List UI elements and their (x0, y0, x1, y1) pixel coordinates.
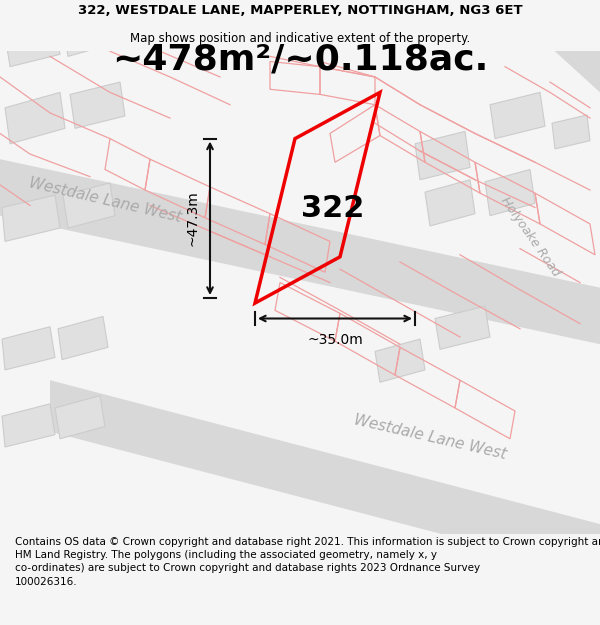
Text: Westdale Lane West: Westdale Lane West (27, 176, 183, 225)
Polygon shape (2, 404, 55, 447)
Polygon shape (58, 316, 108, 359)
Polygon shape (490, 92, 545, 139)
Polygon shape (70, 82, 125, 128)
Polygon shape (380, 0, 600, 92)
Polygon shape (63, 12, 112, 56)
Polygon shape (375, 339, 425, 382)
Polygon shape (50, 380, 600, 576)
Text: 322, WESTDALE LANE, MAPPERLEY, NOTTINGHAM, NG3 6ET: 322, WESTDALE LANE, MAPPERLEY, NOTTINGHA… (77, 4, 523, 17)
Polygon shape (435, 306, 490, 349)
Polygon shape (5, 92, 65, 144)
Polygon shape (63, 183, 115, 228)
Polygon shape (425, 180, 475, 226)
Polygon shape (0, 159, 600, 344)
Text: Contains OS data © Crown copyright and database right 2021. This information is : Contains OS data © Crown copyright and d… (15, 537, 600, 587)
Text: ~47.3m: ~47.3m (186, 191, 200, 246)
Polygon shape (2, 327, 55, 370)
Polygon shape (415, 131, 470, 180)
Polygon shape (552, 115, 590, 149)
Polygon shape (485, 169, 535, 216)
Text: ~478m²/~0.118ac.: ~478m²/~0.118ac. (112, 43, 488, 77)
Text: Map shows position and indicative extent of the property.: Map shows position and indicative extent… (130, 32, 470, 45)
Text: Holyoake Road: Holyoake Road (498, 194, 562, 279)
Text: ~35.0m: ~35.0m (307, 333, 363, 347)
Polygon shape (5, 22, 60, 67)
Polygon shape (2, 195, 60, 241)
Text: Westdale Lane West: Westdale Lane West (352, 412, 508, 462)
Polygon shape (55, 396, 105, 439)
Text: 322: 322 (301, 194, 364, 222)
